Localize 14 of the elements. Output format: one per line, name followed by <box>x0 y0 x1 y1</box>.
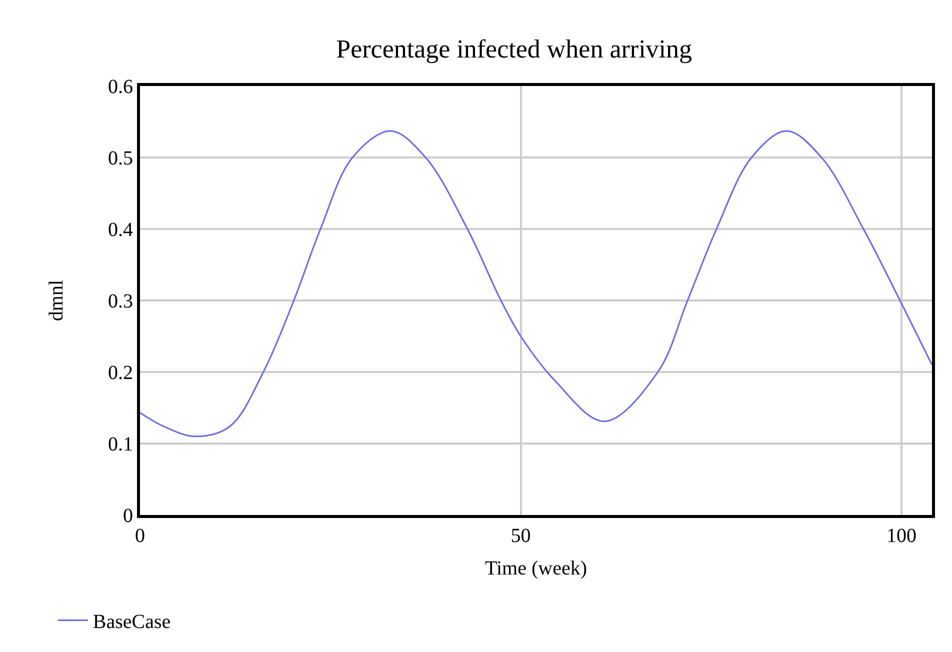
line-series <box>140 130 932 438</box>
y-tick-label: 0.5 <box>108 148 133 170</box>
x-tick-label: 100 <box>886 525 917 547</box>
y-tick-label: 0.6 <box>108 76 133 98</box>
y-tick-label: 0.1 <box>108 434 133 456</box>
x-axis-title: Time (week) <box>484 558 588 580</box>
y-tick-label: 0 <box>123 505 133 527</box>
y-axis-title: dmnl <box>46 280 68 322</box>
x-tick-label: 50 <box>510 525 531 547</box>
chart-title: Percentage infected when arriving <box>336 34 692 64</box>
legend-label: BaseCase <box>92 611 171 634</box>
y-tick-label: 0.3 <box>108 290 133 312</box>
y-tick-label: 0.4 <box>108 219 133 241</box>
y-tick-label: 0.2 <box>108 362 133 384</box>
